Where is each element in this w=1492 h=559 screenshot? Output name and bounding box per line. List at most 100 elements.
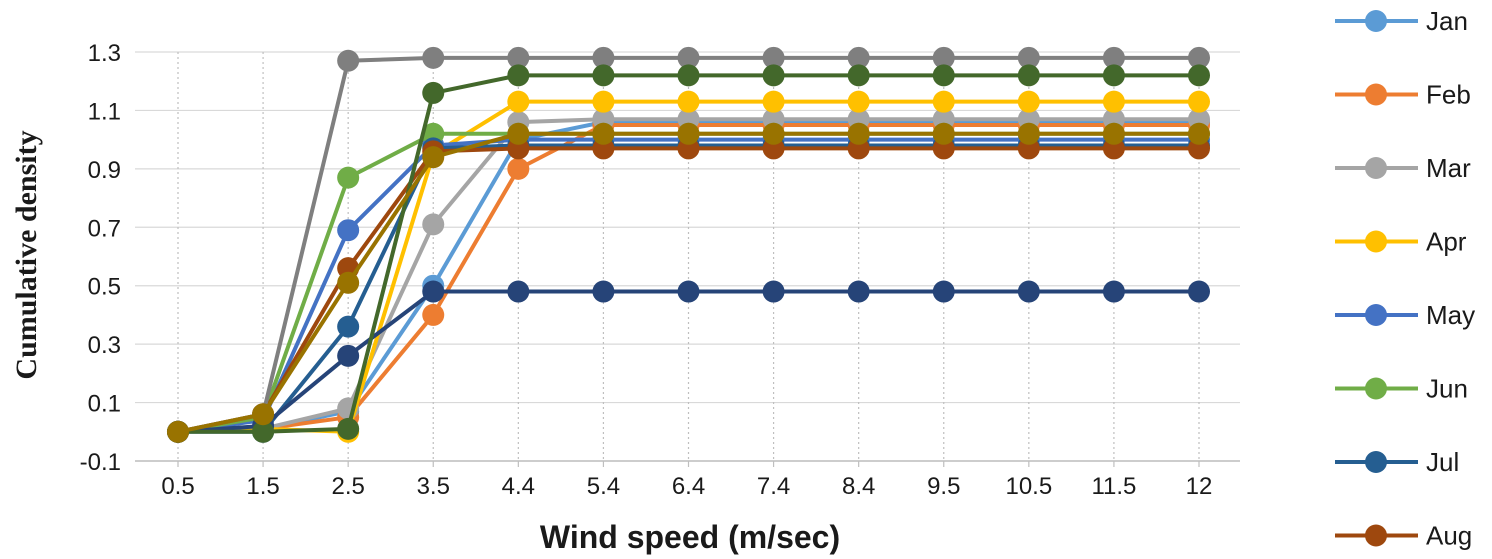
y-tick-label: 1.3 bbox=[88, 40, 121, 67]
data-point bbox=[1017, 122, 1040, 145]
legend-swatch-marker bbox=[1365, 304, 1387, 326]
data-point bbox=[592, 280, 615, 303]
x-tick-label: 9.5 bbox=[927, 473, 960, 500]
x-tick-label: 6.4 bbox=[672, 473, 705, 500]
x-tick-label: 10.5 bbox=[1005, 473, 1052, 500]
legend-label: Aug bbox=[1426, 521, 1472, 551]
data-point bbox=[592, 64, 615, 87]
data-point bbox=[337, 271, 360, 294]
legend-label: Jan bbox=[1426, 6, 1468, 36]
data-point bbox=[847, 122, 870, 145]
series-line bbox=[177, 117, 1199, 434]
data-point bbox=[932, 90, 955, 113]
legend-label: Jul bbox=[1426, 447, 1459, 477]
data-point bbox=[422, 280, 445, 303]
data-point bbox=[932, 122, 955, 145]
data-point bbox=[1017, 46, 1040, 69]
legend-item-apr: Apr bbox=[1335, 227, 1467, 257]
data-point bbox=[337, 315, 360, 338]
data-point bbox=[422, 81, 445, 104]
data-point bbox=[507, 157, 530, 180]
y-tick-label: 0.5 bbox=[88, 274, 121, 301]
axes: -0.1 0.1 0.3 0.5 0.7 0.9 1.1 1.3 0.5 1.5 2.5 3.5 4.4… bbox=[80, 40, 1240, 500]
y-axis-title: Cumulative density bbox=[10, 130, 43, 379]
data-point bbox=[677, 122, 700, 145]
legend-item-aug: Aug bbox=[1335, 521, 1472, 551]
y-tick-label: -0.1 bbox=[80, 449, 121, 476]
x-tick-label: 7.4 bbox=[757, 473, 790, 500]
data-point bbox=[167, 420, 189, 443]
legend-label: May bbox=[1426, 300, 1475, 330]
data-point bbox=[1188, 122, 1210, 145]
data-point bbox=[1102, 46, 1125, 69]
data-point bbox=[762, 90, 785, 113]
data-point bbox=[337, 219, 360, 242]
data-point bbox=[422, 46, 445, 69]
x-tick-label: 12 bbox=[1186, 473, 1213, 500]
data-point bbox=[677, 280, 700, 303]
legend-swatch-marker bbox=[1365, 10, 1387, 32]
data-point bbox=[337, 417, 360, 440]
legend-item-jan: Jan bbox=[1335, 6, 1468, 36]
data-point bbox=[507, 64, 530, 87]
data-point bbox=[932, 46, 955, 69]
x-tick-label: 4.4 bbox=[502, 473, 535, 500]
x-tick-label: 8.4 bbox=[842, 473, 875, 500]
data-point bbox=[1017, 280, 1040, 303]
legend-swatch-marker bbox=[1365, 83, 1387, 106]
data-point bbox=[1188, 280, 1210, 303]
x-tick-label: 5.4 bbox=[587, 473, 620, 500]
x-axis-title: Wind speed (m/sec) bbox=[540, 519, 840, 555]
data-point bbox=[932, 280, 955, 303]
data-point bbox=[337, 344, 360, 367]
data-point bbox=[507, 46, 530, 69]
legend-item-jun: Jun bbox=[1335, 374, 1468, 404]
legend-item-mar: Mar bbox=[1335, 153, 1471, 183]
legend-swatch-marker bbox=[1365, 377, 1387, 400]
data-point bbox=[677, 90, 700, 113]
data-point bbox=[677, 46, 700, 69]
y-tick-label: 0.3 bbox=[88, 332, 121, 359]
data-point bbox=[1017, 90, 1040, 113]
data-point bbox=[847, 90, 870, 113]
data-point bbox=[932, 64, 955, 87]
legend-swatch-marker bbox=[1365, 524, 1387, 547]
x-tick-label: 11.5 bbox=[1091, 473, 1136, 500]
data-point bbox=[422, 303, 445, 326]
data-point bbox=[507, 90, 530, 113]
data-point bbox=[252, 403, 275, 426]
data-point bbox=[507, 122, 530, 145]
data-point bbox=[1017, 64, 1040, 87]
legend-swatch-marker bbox=[1365, 230, 1387, 253]
x-tick-label: 1.5 bbox=[246, 473, 279, 500]
x-tick-label: 2.5 bbox=[331, 473, 364, 500]
y-tick-label: 0.1 bbox=[88, 391, 121, 418]
data-point bbox=[847, 64, 870, 87]
data-point bbox=[762, 46, 785, 69]
data-series bbox=[167, 46, 1210, 443]
data-point bbox=[1102, 122, 1125, 145]
legend-label: Jun bbox=[1426, 374, 1468, 404]
data-point bbox=[507, 280, 530, 303]
legend-swatch-marker bbox=[1365, 157, 1387, 179]
data-point bbox=[592, 46, 615, 69]
data-point bbox=[1102, 64, 1125, 87]
data-point bbox=[677, 64, 700, 87]
data-point bbox=[1102, 90, 1125, 113]
legend-item-may: May bbox=[1335, 300, 1475, 330]
data-point bbox=[847, 46, 870, 69]
data-point bbox=[1102, 280, 1125, 303]
gridlines bbox=[135, 51, 1240, 462]
data-point bbox=[1188, 64, 1210, 87]
legend-swatch-marker bbox=[1365, 451, 1387, 473]
legend-item-jul: Jul bbox=[1335, 447, 1459, 477]
legend-item-feb: Feb bbox=[1335, 80, 1471, 110]
data-point bbox=[1188, 90, 1210, 113]
data-point bbox=[422, 146, 445, 169]
legend: Jan Feb Mar Apr May Jun Jul Aug bbox=[1335, 6, 1475, 551]
legend-label: Feb bbox=[1426, 80, 1471, 110]
data-point bbox=[252, 420, 275, 443]
legend-label: Apr bbox=[1426, 227, 1467, 257]
data-point bbox=[1188, 46, 1210, 69]
